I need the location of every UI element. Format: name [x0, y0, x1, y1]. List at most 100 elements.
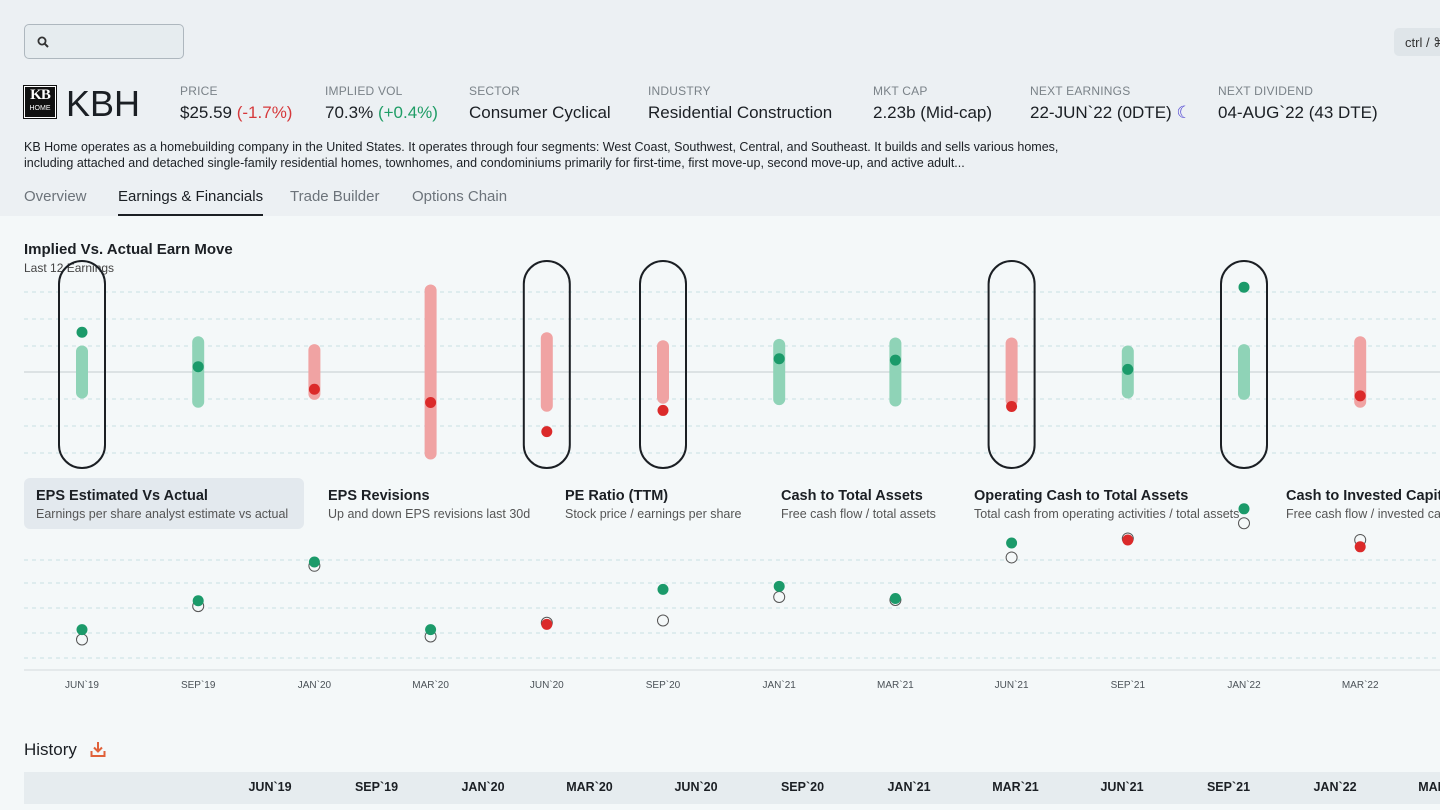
- stat-market-cap: MKT CAP 2.23b (Mid-cap): [873, 84, 993, 122]
- stat-next-dividend: NEXT DIVIDEND 04-AUG`22 (43 DTE): [1218, 84, 1378, 122]
- actual-move-dot: [657, 404, 669, 416]
- history-column-header[interactable]: JUN`21: [1100, 780, 1144, 794]
- eps-estimate-dot: [773, 590, 786, 603]
- x-tick-label: MAR`20: [412, 679, 449, 691]
- history-column-header[interactable]: JAN`21: [887, 780, 931, 794]
- eps-actual-dot: [541, 618, 553, 630]
- range-break-highlight: [639, 260, 687, 469]
- history-title: History: [24, 740, 77, 759]
- x-tick-label: JAN`22: [1227, 679, 1261, 691]
- card-cash-to-invested-capital[interactable]: Cash to Invested Capital Free cash flow /…: [1286, 488, 1440, 521]
- history-column-header[interactable]: SEP`20: [780, 780, 825, 794]
- x-tick-label: MAR`21: [877, 679, 914, 691]
- x-tick-label: JAN`20: [298, 679, 332, 691]
- eps-actual-dot: [192, 595, 204, 607]
- range-break-highlight: [58, 260, 106, 469]
- tab-overview[interactable]: Overview: [24, 188, 87, 205]
- eps-estimate-dot: [1005, 551, 1018, 564]
- implied-move-bar: [424, 284, 437, 460]
- range-break-highlight: [987, 260, 1036, 469]
- actual-move-dot: [1238, 281, 1250, 293]
- history-column-header[interactable]: SEP`19: [354, 780, 399, 794]
- history-column-header[interactable]: MAR`20: [566, 780, 613, 794]
- card-eps-revisions[interactable]: EPS Revisions Up and down EPS revisions l…: [328, 488, 531, 521]
- eps-actual-dot: [1122, 534, 1134, 546]
- industry-value: Residential Construction: [648, 103, 833, 122]
- actual-move-dot: [889, 354, 901, 366]
- moon-icon: ☾: [1176, 103, 1192, 122]
- download-icon[interactable]: [90, 741, 106, 758]
- eps-estimate-dot: [657, 614, 669, 627]
- implied-move-bar: [657, 340, 669, 404]
- history-column-header[interactable]: JUN`19: [248, 780, 292, 794]
- card-cash-to-total-assets[interactable]: Cash to Total Assets Free cash flow / tot…: [781, 488, 936, 521]
- history-column-header[interactable]: JUN`20: [674, 780, 718, 794]
- stat-implied-vol: IMPLIED VOL 70.3% (+0.4%): [325, 84, 438, 122]
- price-change: (-1.7%): [236, 103, 293, 122]
- search-input[interactable]: [24, 24, 184, 59]
- stat-industry: INDUSTRY Residential Construction: [648, 84, 833, 122]
- eps-actual-dot: [773, 580, 785, 592]
- eps-actual-dot: [308, 556, 320, 568]
- x-tick-label: JAN`21: [763, 679, 797, 691]
- company-description: KB Home operates as a homebuilding compa…: [24, 140, 1059, 170]
- shortcut-hint: ctrl / ⌘: [1394, 28, 1440, 56]
- earn-move-chart-title: Implied Vs. Actual Earn Move: [24, 241, 233, 258]
- history-column-header[interactable]: MAR`22: [1418, 780, 1440, 794]
- eps-actual-dot: [425, 624, 437, 636]
- implied-move-bar: [1238, 344, 1250, 400]
- x-tick-label: JUN`19: [65, 679, 99, 691]
- actual-move-dot: [192, 361, 204, 373]
- actual-move-dot: [541, 426, 553, 438]
- tab-options-chain[interactable]: Options Chain: [412, 188, 508, 205]
- implied-move-bar: [540, 332, 553, 412]
- implied-move-bar: [76, 345, 88, 399]
- range-break-highlight: [1220, 260, 1268, 469]
- tab-trade-builder[interactable]: Trade Builder: [290, 188, 380, 205]
- eps-actual-dot: [1354, 541, 1366, 553]
- history-column-header[interactable]: MAR`21: [992, 780, 1039, 794]
- stat-next-earnings: NEXT EARNINGS 22-JUN`22 (0DTE) ☾: [1030, 84, 1192, 122]
- sector-value: Consumer Cyclical: [469, 103, 611, 122]
- eps-actual-dot: [76, 624, 88, 636]
- history-column-header[interactable]: JAN`20: [461, 780, 505, 794]
- implied-move-bar: [773, 338, 786, 406]
- card-eps-estimated-vs-actual[interactable]: EPS Estimated Vs Actual Earnings per shar…: [24, 478, 304, 529]
- eps-actual-dot: [889, 592, 901, 604]
- x-tick-label: JUN`21: [995, 679, 1029, 691]
- implied-move-bar: [1005, 337, 1018, 407]
- actual-move-dot: [1006, 400, 1018, 412]
- company-logo: KB HOME: [23, 85, 57, 119]
- actual-move-dot: [773, 353, 785, 365]
- range-break-highlight: [522, 260, 571, 469]
- header-area: [0, 0, 1440, 216]
- eps-actual-dot: [657, 583, 669, 595]
- actual-move-dot: [425, 396, 437, 408]
- tab-earnings-financials[interactable]: Earnings & Financials: [118, 188, 264, 216]
- card-pe-ratio[interactable]: PE Ratio (TTM) Stock price / earnings per…: [565, 488, 742, 521]
- stat-price: PRICE $25.59 (-1.7%): [180, 84, 293, 122]
- implied-move-bar: [1354, 336, 1367, 408]
- iv-value: 70.3%: [325, 103, 374, 122]
- history-column-header[interactable]: JAN`22: [1313, 780, 1357, 794]
- market-cap-value: 2.23b (Mid-cap): [873, 103, 993, 122]
- price-value: $25.59: [180, 103, 232, 122]
- eps-actual-dot: [1238, 503, 1250, 515]
- eps-actual-dot: [1006, 537, 1018, 549]
- ticker-symbol: KBH: [66, 83, 141, 124]
- eps-estimate-dot: [76, 633, 88, 646]
- eps-estimate-dot: [1238, 517, 1250, 530]
- x-tick-label: SEP`21: [1111, 679, 1146, 691]
- implied-move-bar: [889, 337, 902, 407]
- x-tick-label: MAR`22: [1342, 679, 1379, 691]
- card-operating-cash-to-total-assets[interactable]: Operating Cash to Total Assets Total cash…: [974, 488, 1240, 521]
- search-icon: [37, 36, 49, 48]
- history-column-header[interactable]: SEP`21: [1206, 780, 1251, 794]
- actual-move-dot: [76, 326, 88, 338]
- next-dividend-value: 04-AUG`22 (43 DTE): [1218, 103, 1378, 122]
- history-header-row: [24, 772, 1440, 804]
- stat-sector: SECTOR Consumer Cyclical: [469, 84, 611, 122]
- x-tick-label: JUN`20: [530, 679, 564, 691]
- iv-change: (+0.4%): [377, 103, 438, 122]
